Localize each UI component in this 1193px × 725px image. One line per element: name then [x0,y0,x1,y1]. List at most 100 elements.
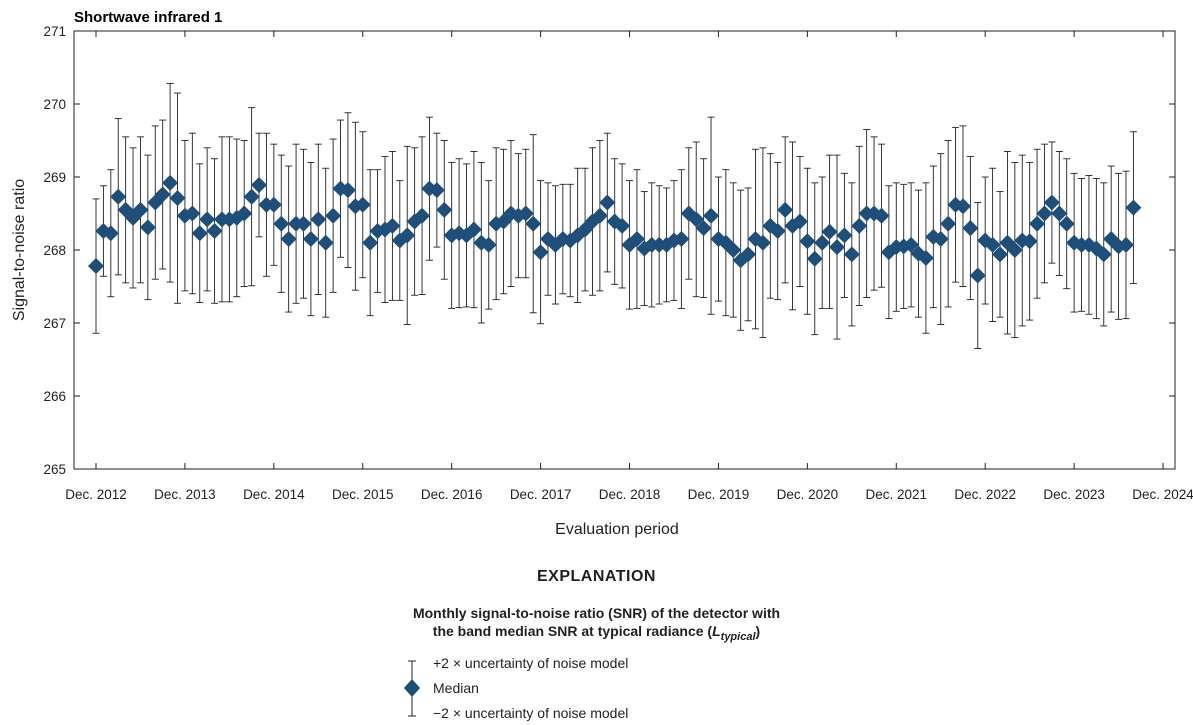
x-tick-label: Dec. 2012 [65,487,127,502]
median-marker [532,244,549,261]
median-marker [1117,236,1134,253]
radiance-subscript: typical [720,630,756,643]
x-tick-label: Dec. 2017 [510,487,572,502]
chart-svg: Shortwave infrared 1 2652662672682692702… [11,9,1193,538]
legend-lower-label: −2 × uncertainty of noise model [433,705,629,721]
chart-title: Shortwave infrared 1 [74,9,222,26]
median-marker [236,205,253,222]
x-tick-label: Dec. 2022 [954,487,1016,502]
median-marker [791,213,808,230]
median-marker [206,223,223,240]
median-marker [310,211,327,228]
median-marker [132,201,149,218]
median-marker [162,174,179,191]
explanation-heading: EXPLANATION [537,568,656,585]
median-marker [599,194,616,211]
median-marker [525,215,542,232]
y-tick-label: 269 [43,170,66,185]
median-marker [317,234,334,251]
median-marker [673,231,690,248]
median-marker [1088,240,1105,257]
median-marker [1095,246,1112,263]
median-marker [903,236,920,253]
median-marker [740,246,757,263]
x-tick-label: Dec. 2024 [1132,487,1193,502]
median-marker [414,207,431,224]
median-marker [836,227,853,244]
median-marker [295,215,312,232]
x-tick-label: Dec. 2014 [243,487,305,502]
median-marker [384,217,401,234]
median-marker [703,207,720,224]
y-tick-label: 266 [43,389,66,404]
median-marker [191,225,208,242]
median-marker [962,220,979,237]
median-marker [917,250,934,267]
median-marker [954,198,971,215]
median-marker [932,231,949,248]
median-marker [339,182,356,199]
median-marker [428,182,445,199]
median-marker [821,223,838,240]
y-tick-label: 271 [43,24,66,39]
x-tick-label: Dec. 2015 [332,487,394,502]
median-marker [695,220,712,237]
median-marker [777,201,794,218]
median-marker [843,246,860,263]
radiance-symbol: L [712,623,721,639]
median-marker [614,217,631,234]
median-marker [829,239,845,256]
legend-symbol [404,660,420,717]
median-marker [517,205,534,222]
median-marker [362,234,379,251]
explanation-line-1: Monthly signal-to-noise ratio (SNR) of t… [412,605,781,621]
explanation-description: Monthly signal-to-noise ratio (SNR) of t… [0,604,1193,646]
median-marker [754,234,771,251]
median-marker [154,186,171,203]
explanation-line-2-end: ) [755,623,761,639]
median-marker [1006,242,1023,258]
median-marker [302,231,319,248]
median-marker [591,207,608,224]
legend-median-label: Median [433,680,479,696]
median-marker [1125,199,1142,216]
median-marker [110,188,127,205]
legend-upper-label: +2 × uncertainty of noise model [433,655,629,671]
median-marker [799,233,816,250]
x-tick-label: Dec. 2019 [688,487,750,502]
median-marker [1051,205,1068,222]
y-tick-label: 268 [43,243,66,258]
median-marker [984,236,1001,253]
median-marker [969,267,986,284]
median-marker [243,188,260,205]
median-marker [399,227,416,244]
median-marker [851,217,868,234]
explanation-line-2-text: the band median SNR at typical radiance … [432,623,713,639]
y-axis-label: Signal-to-noise ratio [11,179,28,321]
y-axis: 265 266 267 268 269 270 271 [43,24,1175,477]
explanation-line-2: the band median SNR at typical radiance … [0,622,1193,646]
x-axis: Dec. 2012 Dec. 2013 Dec. 2014 Dec. 2015 Dec.… [65,31,1193,502]
median-marker [1021,233,1038,250]
median-marker [1058,215,1075,232]
legend-median-marker [404,679,420,697]
median-marker [1036,205,1053,222]
median-marker [325,207,342,224]
median-marker [354,196,371,213]
x-tick-label: Dec. 2023 [1043,487,1105,502]
median-marker [251,177,268,194]
y-tick-label: 265 [43,462,66,477]
median-marker [814,234,831,251]
median-marker [628,231,645,248]
median-marker [273,215,290,232]
median-marker [88,258,104,275]
x-tick-label: Dec. 2013 [154,487,216,502]
median-marker [725,242,742,258]
median-markers [88,174,1142,284]
median-marker [873,207,890,224]
median-marker [184,205,201,222]
median-marker [688,211,705,228]
median-marker [1043,194,1060,211]
median-marker [102,225,119,242]
median-marker [992,246,1009,263]
